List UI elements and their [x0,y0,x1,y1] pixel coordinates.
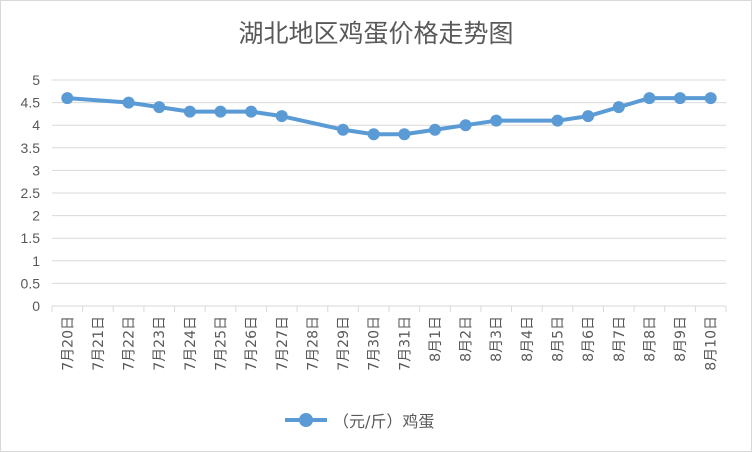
data-point [674,92,687,105]
x-tick-label: 8月6日 [581,316,597,362]
y-tick-label: 0 [32,298,40,314]
series-layer [61,92,717,141]
data-point [337,123,350,136]
data-point [275,110,288,123]
y-axis-ticks: 0 0.5 1 1.5 2 2.5 3 3.5 4 4.5 5 [21,72,41,314]
data-point [459,119,472,132]
y-tick-label: 2.5 [21,185,41,201]
x-tick-label: 8月10日 [704,316,720,371]
x-tick-label: 8月5日 [551,316,567,362]
x-axis-ticks: 7月20日 7月21日 7月22日 7月23日 7月24日 7月25日 7月26日 7月27日… [51,306,727,371]
x-tick-label: 8月7日 [612,316,628,362]
data-point [704,92,717,105]
x-tick-label: 8月4日 [520,316,536,362]
x-tick-label: 7月23日 [152,316,168,371]
y-tick-label: 1 [32,253,40,269]
legend-label: （元/斤）鸡蛋 [333,412,435,431]
data-point [398,128,411,141]
data-point [551,114,564,127]
x-tick-label: 7月30日 [367,316,383,371]
x-tick-label: 7月28日 [305,316,321,371]
x-tick-label: 8月2日 [459,316,475,362]
data-point [61,92,74,105]
x-tick-label: 7月27日 [275,316,291,371]
y-tick-label: 3.5 [21,140,41,156]
data-point [183,105,196,118]
x-tick-label: 8月3日 [489,316,505,362]
chart-title: 湖北地区鸡蛋价格走势图 [238,19,514,48]
x-tick-label: 7月21日 [91,316,107,371]
x-tick-label: 8月1日 [428,316,444,362]
data-point [214,105,227,118]
y-tick-label: 2 [32,208,40,224]
x-tick-label: 7月25日 [214,316,230,371]
gridlines [52,79,726,307]
legend-marker [285,413,327,427]
x-tick-label: 8月9日 [673,316,689,362]
data-point [582,110,595,123]
x-tick-label: 8月8日 [642,316,658,362]
y-tick-label: 1.5 [21,230,41,246]
data-point [428,123,441,136]
y-tick-label: 4.5 [21,95,41,111]
x-tick-label: 7月24日 [183,316,199,371]
data-point [245,105,258,118]
y-tick-label: 4 [32,117,40,133]
data-point [367,128,380,141]
x-tick-label: 7月26日 [244,316,260,371]
x-tick-label: 7月22日 [122,316,138,371]
x-tick-label: 7月29日 [336,316,352,371]
y-tick-label: 0.5 [21,275,41,291]
data-point [490,114,503,127]
y-tick-label: 3 [32,162,40,178]
x-tick-label: 7月31日 [397,316,413,371]
data-point [612,101,625,114]
x-tick-label: 7月20日 [60,316,76,371]
y-tick-label: 5 [32,72,40,88]
legend: （元/斤）鸡蛋 [285,407,434,433]
data-point [153,101,166,114]
data-point [122,96,135,109]
data-point [643,92,656,105]
